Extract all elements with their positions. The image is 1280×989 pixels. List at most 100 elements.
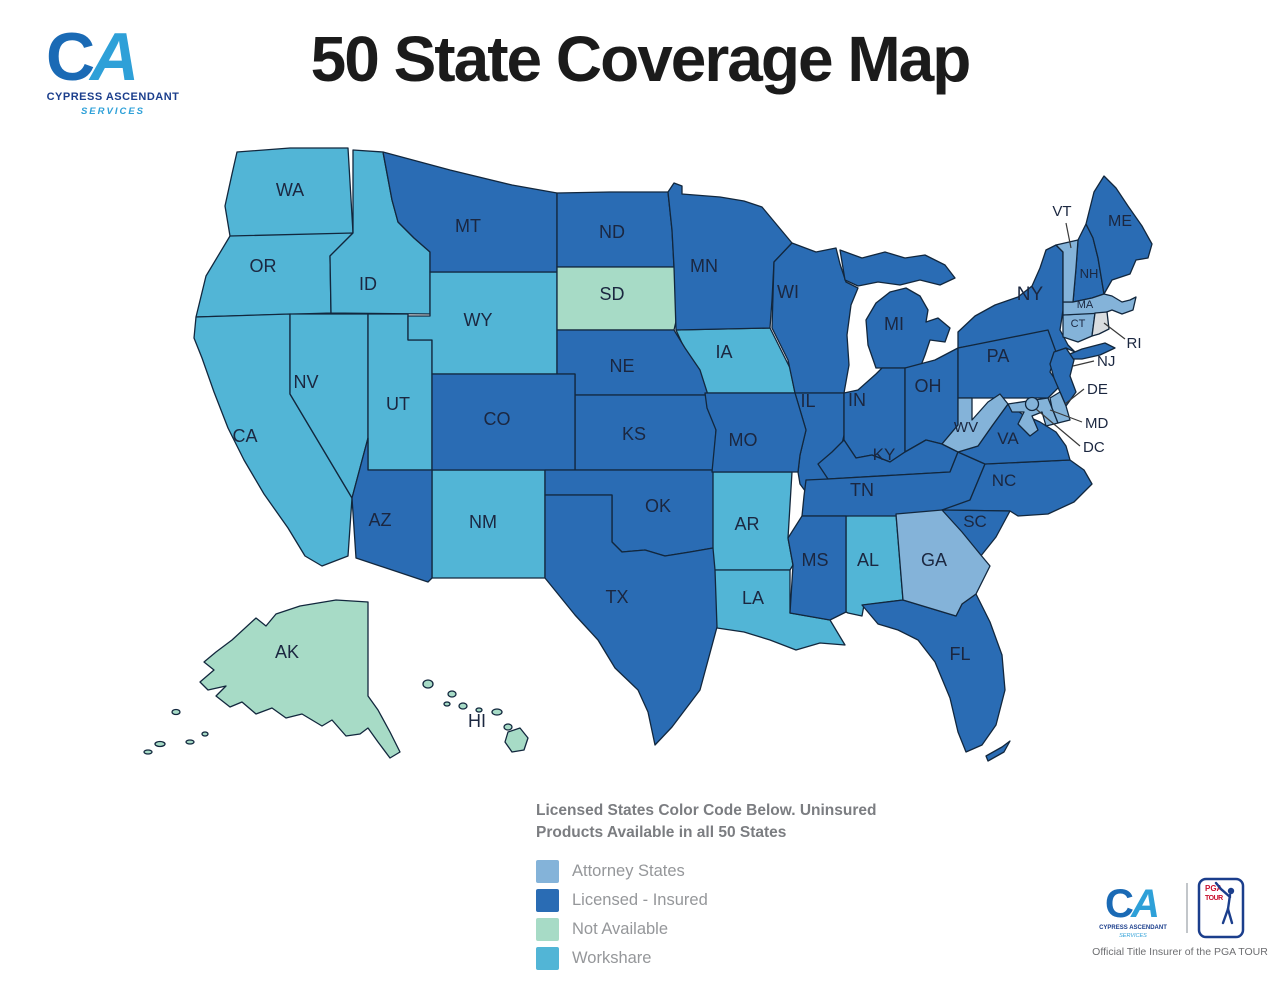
state-label-OR: OR [250,256,277,276]
state-label-FL: FL [949,644,970,664]
legend-row-not_available: Not Available [536,915,916,944]
legend-row-licensed: Licensed - Insured [536,886,916,915]
legend-label-not_available: Not Available [572,920,669,939]
legend-label-workshare: Workshare [572,949,652,968]
footer-logos: C A CYPRESS ASCENDANT SERVICES PGA TOUR [1099,877,1245,939]
state-AK [143,599,401,759]
state-TX [544,494,718,746]
state-label-HI: HI [468,711,486,731]
state-label-IL: IL [800,391,815,411]
state-label-MI: MI [884,314,904,334]
legend: Licensed States Color Code Below. Uninsu… [536,800,916,973]
legend-heading-line2: Products Available in all 50 States [536,823,787,841]
state-label-VA: VA [997,429,1019,448]
leader-line-MD [1049,409,1083,423]
state-label-WY: WY [464,310,493,330]
pga-text: PGA [1205,884,1223,893]
state-label-NE: NE [609,356,634,376]
state-label-KS: KS [622,424,646,444]
state-label-AR: AR [734,514,759,534]
state-ME [1085,175,1153,295]
logo-monogram-c-icon: C [46,19,95,95]
state-label-ND: ND [599,222,625,242]
state-label-ME: ME [1108,213,1132,230]
state-label-CT: CT [1071,318,1086,330]
legend-items: Attorney States Licensed - Insured Not Ava… [536,857,916,973]
golfer-icon [1214,881,1235,925]
state-label-AK: AK [275,642,299,662]
state-label-MA: MA [1077,299,1094,311]
state-label-KY: KY [873,445,896,464]
state-label-IA: IA [715,342,732,362]
state-HI [422,679,529,753]
state-label-NJ: NJ [1097,353,1115,370]
state-label-NH: NH [1080,266,1099,281]
state-label-MO: MO [729,430,758,450]
legend-row-attorney: Attorney States [536,857,916,886]
state-label-NY: NY [1017,284,1044,305]
state-MO [704,392,807,473]
state-label-SC: SC [963,512,987,531]
leader-line-DE [1064,388,1085,405]
state-label-DE: DE [1087,381,1108,398]
state-FL [861,593,1011,762]
footer-caption: Official Title Insurer of the PGA TOUR [1092,946,1268,958]
state-label-ID: ID [359,274,377,294]
logo-monogram-a-icon: A [88,19,139,95]
state-WV [941,393,1009,453]
state-label-RI: RI [1127,335,1142,352]
state-label-CA: CA [232,426,257,446]
legend-label-licensed: Licensed - Insured [572,891,708,910]
tour-text: TOUR [1205,895,1223,902]
pga-tour-logo: PGA TOUR [1197,877,1245,939]
legend-swatch-workshare [536,947,559,971]
legend-heading: Licensed States Color Code Below. Uninsu… [536,800,916,843]
state-label-PA: PA [987,346,1010,366]
leader-line-NJ [1072,360,1095,367]
state-AZ [351,437,433,583]
logo-company-name: CYPRESS ASCENDANT [47,91,180,103]
footer-logo-company-name: CYPRESS ASCENDANT [1099,925,1167,931]
footer-logo-monogram-a-icon: A [1130,882,1160,926]
logo-company-tagline: SERVICES [81,106,145,117]
leader-line-DC [1035,408,1081,447]
cypress-ascendant-logo: C A CYPRESS ASCENDANT SERVICES [46,19,180,117]
state-label-AZ: AZ [368,510,391,530]
state-label-MN: MN [690,256,718,276]
state-MI [839,249,956,369]
legend-label-attorney: Attorney States [572,862,685,881]
legend-row-workshare: Workshare [536,944,916,973]
state-VT [1055,239,1079,303]
state-label-CO: CO [484,409,511,429]
state-NC [941,459,1093,517]
leader-line-RI [1103,322,1126,340]
state-label-WI: WI [777,282,799,302]
state-label-VT: VT [1052,203,1071,220]
state-MS [787,515,847,621]
state-label-NV: NV [293,372,318,392]
state-label-NC: NC [992,471,1017,490]
state-label-OK: OK [645,496,671,516]
page-title: 50 State Coverage Map [310,23,972,95]
legend-swatch-licensed [536,889,559,913]
state-label-WA: WA [276,180,304,200]
legend-swatch-not_available [536,918,559,942]
state-label-OH: OH [915,376,942,396]
state-label-WV: WV [954,419,978,436]
footer-logo-monogram-c-icon: C [1105,882,1134,926]
state-label-TN: TN [850,480,874,500]
footer-cypress-ascendant-logo: C A CYPRESS ASCENDANT SERVICES [1099,882,1167,939]
state-label-TX: TX [605,587,628,607]
state-label-LA: LA [742,588,764,608]
state-WI [771,242,859,394]
state-RI [1091,311,1110,337]
state-LA [711,569,846,651]
state-label-MD: MD [1085,415,1108,432]
state-label-UT: UT [386,394,410,414]
state-GA [895,509,991,617]
legend-heading-line1: Licensed States Color Code Below. Uninsu… [536,802,877,819]
state-label-SD: SD [599,284,624,304]
state-label-DC: DC [1083,439,1105,456]
